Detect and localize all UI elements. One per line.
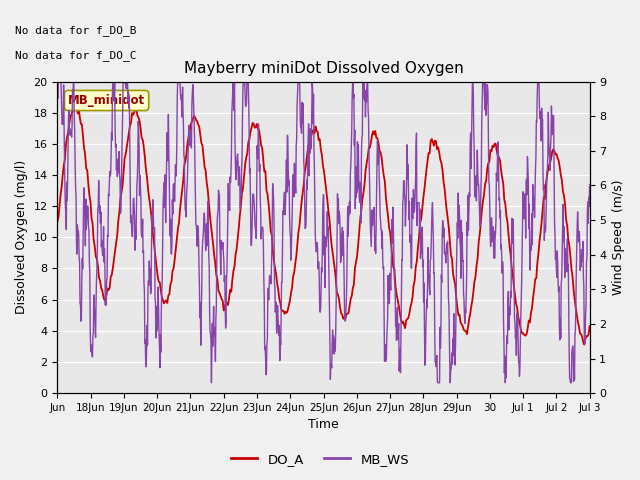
Y-axis label: Wind Speed  (m/s): Wind Speed (m/s) xyxy=(612,180,625,295)
Text: No data for f_DO_B: No data for f_DO_B xyxy=(15,25,136,36)
Text: No data for f_DO_C: No data for f_DO_C xyxy=(15,50,136,61)
X-axis label: Time: Time xyxy=(308,419,339,432)
Text: MB_minidot: MB_minidot xyxy=(68,94,145,107)
Y-axis label: Dissolved Oxygen (mg/l): Dissolved Oxygen (mg/l) xyxy=(15,160,28,314)
Legend: DO_A, MB_WS: DO_A, MB_WS xyxy=(225,447,415,471)
Title: Mayberry miniDot Dissolved Oxygen: Mayberry miniDot Dissolved Oxygen xyxy=(184,61,463,76)
